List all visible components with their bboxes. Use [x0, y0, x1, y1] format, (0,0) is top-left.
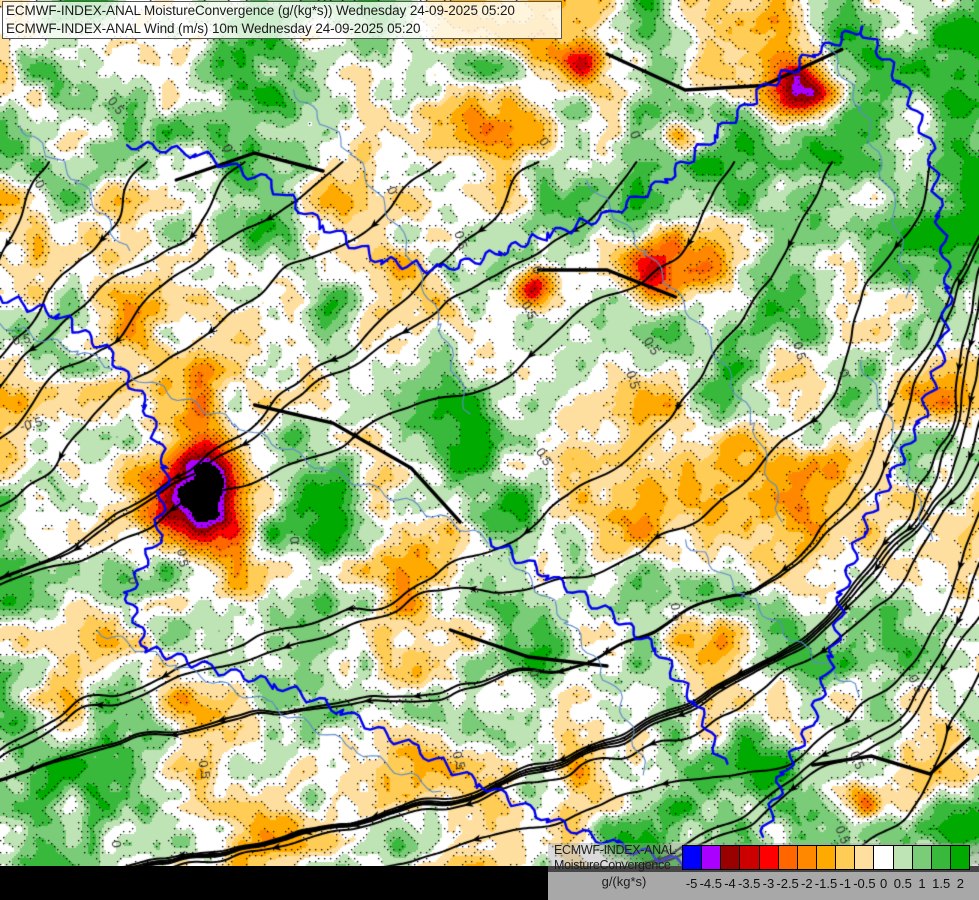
- colorbar-swatch-8[interactable]: [836, 846, 856, 869]
- colorbar-swatch-11[interactable]: [893, 846, 913, 869]
- colorbar-swatch-7[interactable]: [816, 846, 837, 869]
- colorbar-tick-9: -0.5: [853, 876, 876, 891]
- colorbar-tick-4: -3: [762, 876, 775, 891]
- colorbar-tick-6: -2: [801, 876, 813, 891]
- colorbar-tick-3: -3.5: [737, 876, 761, 891]
- colorbar-swatch-12[interactable]: [912, 846, 932, 869]
- map-title-line-1: ECMWF-INDEX-ANAL MoistureConvergence (g/…: [6, 3, 515, 18]
- colorbar-tick-8: -1: [839, 876, 851, 891]
- colorbar-tick-14: 2: [956, 876, 965, 891]
- colorbar-tick-11: 0.5: [893, 876, 912, 891]
- colorbar-swatch-3[interactable]: [740, 846, 760, 869]
- colorbar-tick-13: 1.5: [932, 876, 951, 891]
- colorbar-tick-12: 1: [918, 876, 926, 891]
- colorbar-swatch-2[interactable]: [721, 846, 741, 869]
- colorbar-swatch-1[interactable]: [702, 846, 722, 869]
- colorbar-swatch-10[interactable]: [874, 846, 894, 869]
- legend-panel: ECMWF-INDEX-ANAL MoistureConvergence g/(…: [548, 843, 979, 900]
- legend-title-block: ECMWF-INDEX-ANAL MoistureConvergence: [554, 843, 694, 872]
- colorbar-swatch-5[interactable]: [778, 846, 798, 869]
- colorbar-swatch-13[interactable]: [931, 846, 951, 869]
- colorbar[interactable]: [682, 845, 970, 870]
- map-title-line-2: ECMWF-INDEX-ANAL Wind (m/s) 10m Wednesda…: [6, 21, 421, 36]
- colorbar-tick-1: -4.5: [699, 876, 722, 891]
- colorbar-swatch-14[interactable]: [950, 846, 970, 869]
- colorbar-tick-0: -5: [685, 876, 698, 891]
- colorbar-tick-7: -1.5: [814, 876, 838, 891]
- colorbar-swatch-6[interactable]: [797, 846, 817, 869]
- colorbar-tick-2: -4: [724, 876, 736, 891]
- map-title-box: ECMWF-INDEX-ANAL MoistureConvergence (g/…: [2, 1, 562, 39]
- legend-background-lower: [548, 872, 979, 900]
- legend-variable-label: MoistureConvergence: [554, 857, 671, 872]
- colorbar-tick-5: -2.5: [776, 876, 799, 891]
- legend-model-label: ECMWF-INDEX-ANAL: [554, 843, 676, 857]
- colorbar-swatch-4[interactable]: [759, 846, 779, 869]
- colorbar-tick-10: 0: [879, 876, 888, 891]
- colorbar-swatch-9[interactable]: [855, 846, 875, 869]
- colorbar-tick-labels: -5 -4.5 -4 -3.5 -3 -2.5 -2 -1.5 -1 -0.5 0 0.5 1 1.5 2: [682, 872, 970, 896]
- legend-units-label: g/(kg*s): [601, 874, 647, 889]
- colorbar-swatch-0[interactable]: [683, 846, 703, 869]
